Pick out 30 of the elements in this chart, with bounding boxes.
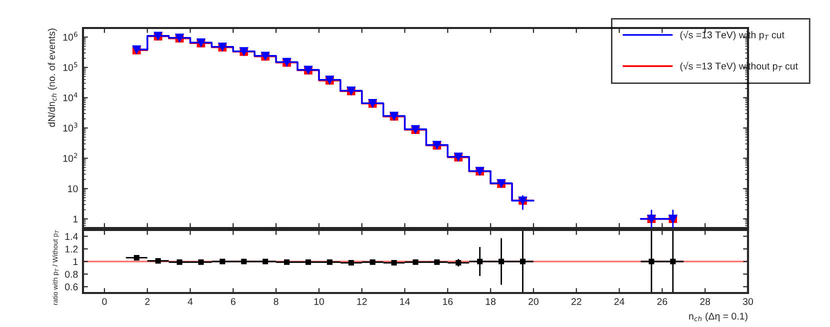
y-tick-label: 10$^{3}$: [63, 122, 78, 132]
x-tick-label: 2: [145, 298, 150, 305]
x-tick-label: 4: [188, 298, 193, 305]
x-tick-label: 18: [486, 298, 496, 305]
y-tick-label: 1: [73, 258, 78, 266]
x-tick-label: 8: [274, 298, 278, 305]
y-tick-label: 10$^{4}$: [63, 92, 78, 102]
y-tick-label: 1: [73, 216, 78, 222]
y-tick-label: 10: [68, 185, 78, 192]
x-tick-label: 12: [357, 298, 367, 305]
x-tick-label: 30: [742, 298, 754, 305]
y-tick-label: 1.2: [65, 246, 78, 252]
x-tick-label: 14: [400, 298, 410, 305]
y-tick-label: 10$^{6}$: [63, 32, 78, 41]
x-tick-label: 16: [443, 298, 453, 305]
x-axis-title: n$_{ch}$ (Δη = 0.1): [689, 312, 748, 322]
x-tick-label: 24: [614, 298, 624, 305]
x-tick-label: 6: [230, 298, 236, 305]
y-tick-label: 10$^{5}$: [63, 62, 78, 71]
y-tick-label: 1.4: [65, 233, 78, 240]
x-tick-label: 26: [657, 298, 668, 305]
y-tick-label: 0.8: [65, 270, 78, 278]
y-axis-title: dN/dn$_{ch}$ (no. of events): [48, 28, 57, 127]
y-tick-label: 10$^{2}$: [63, 152, 78, 162]
x-tick-label: 0: [102, 298, 107, 305]
y-tick-label: 0.6: [65, 283, 78, 290]
x-tick-label: 10: [314, 298, 324, 305]
x-tick-label: 22: [571, 298, 582, 305]
x-tick-label: 28: [700, 298, 710, 305]
x-tick-label: 20: [528, 298, 539, 305]
